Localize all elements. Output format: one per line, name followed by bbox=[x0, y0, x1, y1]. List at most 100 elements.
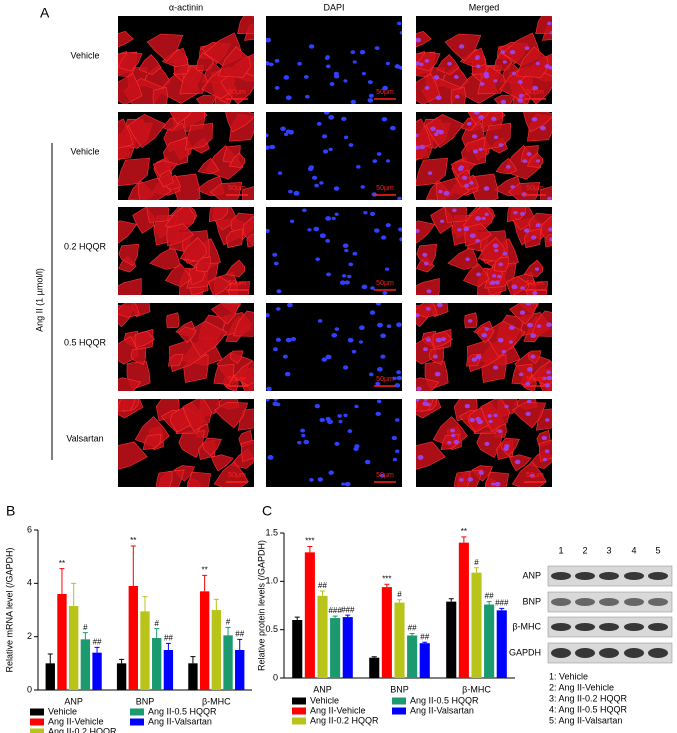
nucleus bbox=[494, 248, 499, 253]
cell bbox=[232, 360, 254, 386]
nucleus bbox=[459, 478, 464, 482]
nucleus bbox=[416, 37, 422, 43]
nucleus bbox=[487, 414, 492, 418]
nucleus bbox=[348, 262, 354, 267]
blot-band bbox=[624, 572, 644, 580]
nucleus bbox=[376, 322, 383, 328]
blot-band bbox=[624, 623, 644, 631]
blot-key: 5: Ang II-Valsartan bbox=[549, 715, 622, 725]
cell bbox=[477, 65, 507, 95]
nucleus bbox=[395, 418, 400, 422]
nucleus bbox=[369, 211, 376, 217]
nucleus bbox=[548, 227, 552, 232]
nucleus bbox=[356, 165, 361, 169]
cell bbox=[146, 207, 169, 223]
error-bar bbox=[320, 590, 325, 596]
nucleus bbox=[354, 404, 359, 409]
nucleus bbox=[339, 280, 346, 285]
significance: ## bbox=[420, 632, 429, 641]
nucleus bbox=[359, 50, 366, 55]
nucleus bbox=[398, 65, 402, 70]
nucleus bbox=[434, 371, 441, 377]
nucleus bbox=[343, 135, 349, 140]
error-bar bbox=[225, 626, 231, 636]
significance: # bbox=[397, 590, 402, 599]
legend-swatch bbox=[292, 707, 306, 715]
nucleus bbox=[342, 274, 347, 278]
nucleus bbox=[416, 61, 420, 66]
nucleus bbox=[461, 175, 468, 180]
nucleus bbox=[297, 61, 303, 66]
blot-key: 3: Ang II-0.2 HQQR bbox=[549, 693, 628, 703]
nucleus bbox=[397, 196, 402, 200]
nucleus bbox=[434, 132, 439, 137]
nucleus bbox=[367, 98, 374, 103]
bar bbox=[57, 594, 67, 690]
column-header: DAPI bbox=[323, 2, 344, 12]
nucleus bbox=[375, 303, 382, 306]
nucleus bbox=[337, 414, 342, 418]
nucleus bbox=[479, 82, 485, 86]
nucleus bbox=[344, 481, 351, 487]
bar bbox=[211, 610, 222, 690]
nucleus bbox=[501, 349, 507, 354]
legend-swatch bbox=[30, 728, 44, 733]
nucleus bbox=[328, 147, 333, 152]
nucleus bbox=[494, 481, 501, 487]
legend-label: Ang II-0.2 HQQR bbox=[48, 726, 117, 733]
nucleus bbox=[466, 121, 472, 126]
nucleus bbox=[467, 477, 474, 482]
nucleus bbox=[519, 310, 526, 315]
nucleus bbox=[498, 143, 504, 147]
nucleus bbox=[425, 337, 431, 342]
cell bbox=[161, 47, 189, 68]
significance: ## bbox=[485, 592, 494, 601]
nucleus bbox=[484, 212, 489, 216]
nucleus bbox=[274, 59, 280, 63]
cells bbox=[416, 112, 552, 200]
cell bbox=[416, 31, 432, 48]
nucleus bbox=[325, 64, 331, 69]
nucleus bbox=[287, 303, 293, 308]
nucleus bbox=[502, 60, 507, 64]
nucleus bbox=[525, 411, 531, 417]
blot-band bbox=[624, 598, 644, 606]
nucleus bbox=[481, 332, 488, 338]
band-label: β-MHC bbox=[512, 621, 541, 631]
blot-band bbox=[551, 572, 571, 580]
nucleus bbox=[469, 181, 474, 185]
error-bar bbox=[190, 656, 196, 664]
nucleus bbox=[273, 347, 278, 352]
cell bbox=[416, 377, 440, 391]
cell bbox=[118, 220, 138, 244]
nucleus bbox=[285, 337, 292, 343]
nucleus bbox=[385, 223, 391, 228]
nucleus bbox=[367, 80, 373, 85]
nucleus bbox=[491, 116, 497, 122]
nucleus bbox=[319, 233, 326, 239]
panel-label: C bbox=[262, 503, 272, 519]
cell bbox=[130, 347, 147, 366]
cell bbox=[240, 439, 254, 462]
cells bbox=[266, 399, 400, 487]
nucleus bbox=[328, 470, 334, 475]
blot-band bbox=[599, 598, 619, 606]
nucleus bbox=[531, 117, 538, 122]
cell bbox=[213, 363, 235, 385]
nucleus bbox=[354, 444, 360, 449]
cell bbox=[127, 113, 166, 149]
cell bbox=[229, 350, 244, 364]
nucleus bbox=[474, 56, 480, 61]
cell bbox=[187, 471, 212, 487]
nucleus bbox=[492, 365, 499, 370]
cell bbox=[134, 330, 155, 349]
nucleus bbox=[376, 399, 382, 404]
nucleus bbox=[500, 50, 506, 54]
nucleus bbox=[284, 132, 289, 137]
nucleus bbox=[266, 399, 270, 402]
cell bbox=[118, 118, 134, 149]
nucleus bbox=[438, 129, 444, 135]
legend-label: Ang II-Valsartan bbox=[410, 705, 474, 715]
nucleus bbox=[509, 325, 515, 331]
blot-band bbox=[575, 598, 595, 606]
